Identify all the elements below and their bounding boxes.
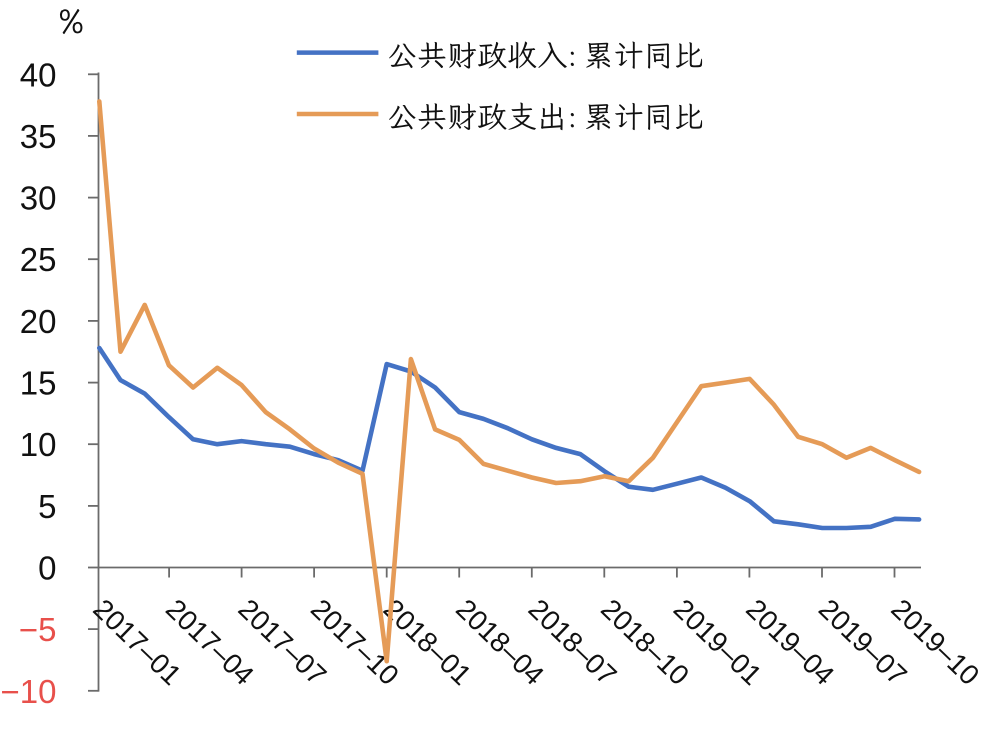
svg-text:25: 25 <box>20 241 57 278</box>
svg-text:20: 20 <box>20 303 57 340</box>
svg-text:15: 15 <box>20 365 57 402</box>
svg-text:40: 40 <box>20 56 57 93</box>
svg-text:−5: −5 <box>19 611 57 648</box>
svg-text:30: 30 <box>20 180 57 217</box>
svg-text:35: 35 <box>20 118 57 155</box>
svg-text:10: 10 <box>20 426 57 463</box>
svg-text:0: 0 <box>38 550 56 587</box>
svg-text:−10: −10 <box>1 673 57 710</box>
svg-text:5: 5 <box>38 488 56 525</box>
